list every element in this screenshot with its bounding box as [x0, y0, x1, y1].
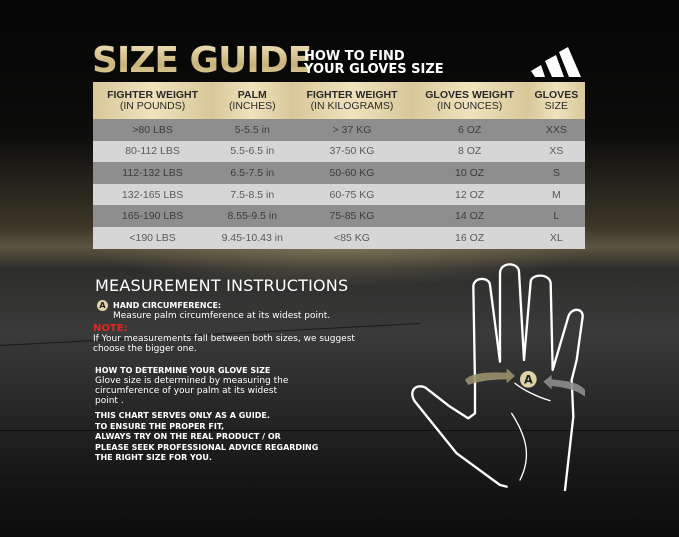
- table-cell: 6.5-7.5 in: [212, 162, 293, 184]
- table-cell: XL: [527, 226, 585, 249]
- table-cell: 165-190 LBS: [93, 205, 213, 227]
- table-cell: 7.5-8.5 in: [212, 183, 293, 206]
- table-cell: 16 OZ: [411, 226, 528, 249]
- table-row: 165-190 LBS 8.55-9.5 in 75-85 KG 14 OZ L: [93, 205, 585, 227]
- disclaimer-line: TO ENSURE THE PROPER FIT,: [95, 421, 225, 431]
- marker-a-icon: [520, 371, 537, 388]
- column-header-line: SIZE: [544, 99, 568, 112]
- arrow-left-icon: [465, 368, 515, 385]
- note-text: If Your measurements fall between both s…: [93, 334, 355, 344]
- table-row: 112-132 LBS 6.5-7.5 in 50-60 KG 10 OZ S: [93, 162, 585, 184]
- table-row: >80 LBS 5-5.5 in > 37 KG 6 OZ XXS: [93, 119, 585, 141]
- determine-heading: HOW TO DETERMINE YOUR GLOVE SIZE: [95, 366, 271, 375]
- table-cell: M: [527, 183, 585, 206]
- column-header-line: FIGHTER WEIGHT: [306, 88, 398, 101]
- table-cell: > 37 KG: [292, 119, 412, 141]
- marker-a-label: A: [524, 372, 533, 386]
- table-cell: 5-5.5 in: [212, 119, 293, 141]
- table-cell: 9.45-10.43 in: [212, 226, 293, 249]
- table-row: 132-165 LBS 7.5-8.5 in 60-75 KG 12 OZ M: [93, 183, 585, 206]
- table-cell: 8.55-9.5 in: [212, 205, 293, 227]
- determine-text: Glove size is determined by measuring th…: [95, 376, 289, 386]
- page-subtitle: HOW TO FIND YOUR GLOVES SIZE: [304, 50, 444, 76]
- hand-outline: [411, 263, 584, 492]
- table-cell: 14 OZ: [411, 205, 528, 227]
- column-header-line: FIGHTER WEIGHT: [107, 88, 199, 101]
- disclaimer-line: THIS CHART SERVES ONLY AS A GUIDE.: [95, 411, 270, 420]
- marker-a-badge: A: [97, 300, 108, 311]
- adidas-logo-icon: [531, 47, 581, 77]
- section-title: MEASUREMENT INSTRUCTIONS: [95, 276, 349, 295]
- column-header-line: (IN POUNDS): [119, 99, 186, 112]
- column-header-line: (INCHES): [228, 99, 276, 112]
- column-header-line: GLOVES: [534, 88, 579, 101]
- hand-diagram: A: [411, 263, 585, 492]
- table-cell: 112-132 LBS: [93, 162, 213, 184]
- floor-line: [0, 430, 679, 431]
- table-row: 80-112 LBS 5.5-6.5 in 37-50 KG 8 OZ XS: [93, 140, 585, 163]
- table-cell: XXS: [527, 119, 585, 141]
- hand-text: Measure palm circumference at its widest…: [113, 311, 331, 321]
- table-cell: XS: [527, 140, 585, 163]
- column-header-line: GLOVES WEIGHT: [425, 88, 514, 101]
- arrow-right-icon: [543, 375, 585, 397]
- note-text: choose the bigger one.: [93, 344, 197, 354]
- table-cell: <85 KG: [292, 226, 412, 249]
- column-header-line: (IN OUNCES): [436, 99, 503, 112]
- table-row: <190 LBS 9.45-10.43 in <85 KG 16 OZ XL: [93, 226, 585, 249]
- column-header-line: (IN KILOGRAMS): [310, 99, 394, 112]
- column-header: FIGHTER WEIGHT (IN KILOGRAMS): [292, 82, 412, 119]
- column-header: GLOVES WEIGHT (IN OUNCES): [411, 82, 528, 119]
- table-cell: 8 OZ: [411, 140, 528, 163]
- column-header: PALM (INCHES): [212, 82, 293, 119]
- table-cell: L: [527, 205, 585, 227]
- table-cell: 60-75 KG: [292, 183, 412, 206]
- table-cell: 6 OZ: [411, 119, 528, 141]
- table-cell: S: [527, 162, 585, 184]
- table-cell: 80-112 LBS: [93, 140, 213, 163]
- column-header-line: PALM: [237, 88, 267, 101]
- table-cell: 12 OZ: [411, 183, 528, 206]
- column-header: FIGHTER WEIGHT (IN POUNDS): [93, 82, 213, 119]
- table-cell: 10 OZ: [411, 162, 528, 184]
- table-cell: 132-165 LBS: [93, 183, 213, 206]
- note-label: NOTE:: [93, 323, 128, 334]
- hand-heading: HAND CIRCUMFERENCE:: [113, 301, 222, 310]
- table-cell: 75-85 KG: [292, 205, 412, 227]
- subtitle-line: HOW TO FIND: [304, 49, 405, 64]
- subtitle-line: YOUR GLOVES SIZE: [304, 62, 444, 77]
- disclaimer-line: ALWAYS TRY ON THE REAL PRODUCT / OR: [95, 432, 281, 441]
- disclaimer-line: PLEASE SEEK PROFESSIONAL ADVICE REGARDIN…: [95, 442, 319, 452]
- disclaimer-line: THE RIGHT SIZE FOR YOU.: [95, 453, 212, 462]
- page-title: SIZE GUIDE: [92, 40, 312, 81]
- table-cell: 50-60 KG: [292, 162, 412, 184]
- determine-text: circumference of your palm at its widest: [95, 386, 277, 396]
- table-cell: 37-50 KG: [292, 140, 412, 163]
- determine-text: point .: [95, 396, 124, 406]
- table-cell: 5.5-6.5 in: [212, 140, 293, 163]
- table-cell: <190 LBS: [93, 226, 213, 249]
- size-table: FIGHTER WEIGHT (IN POUNDS) PALM (INCHES) FIG…: [93, 82, 585, 249]
- table-cell: >80 LBS: [93, 119, 213, 141]
- column-header: GLOVES SIZE: [527, 82, 585, 119]
